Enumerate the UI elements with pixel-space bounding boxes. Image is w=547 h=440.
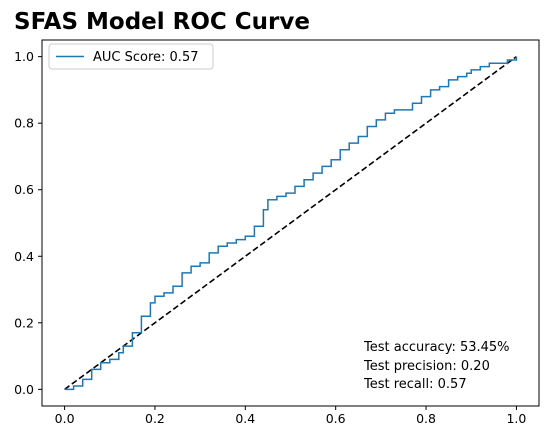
legend-label: AUC Score: 0.57 [93,50,199,65]
axes-frame [41,39,540,407]
annotation-recall: Test recall: 0.57 [363,377,467,392]
chance-diagonal-line [64,55,517,391]
x-tick-label: 0.6 [326,411,346,426]
x-tick-label: 0.4 [235,411,255,426]
annotation-block: Test accuracy: 53.45% Test precision: 0.… [363,340,510,392]
annotation-precision: Test precision: 0.20 [363,359,490,374]
y-tick-label: 0.8 [14,116,34,131]
legend-box [48,43,214,70]
chart-title: SFAS Model ROC Curve [14,9,310,35]
y-tick-label: 1.0 [14,49,34,64]
y-tick-label: 0.6 [14,182,34,197]
annotation-accuracy: Test accuracy: 53.45% [363,340,510,355]
y-tick-label: 0.4 [14,249,34,264]
x-tick-label: 0.0 [55,411,75,426]
x-tick-label: 0.2 [145,411,165,426]
roc-curve-line [64,56,518,391]
x-tick-label: 1.0 [506,411,526,426]
legend: AUC Score: 0.57 [48,43,214,70]
y-tick-label: 0.2 [14,315,34,330]
y-tick-label: 0.0 [14,382,34,397]
x-tick-label: 0.8 [416,411,436,426]
